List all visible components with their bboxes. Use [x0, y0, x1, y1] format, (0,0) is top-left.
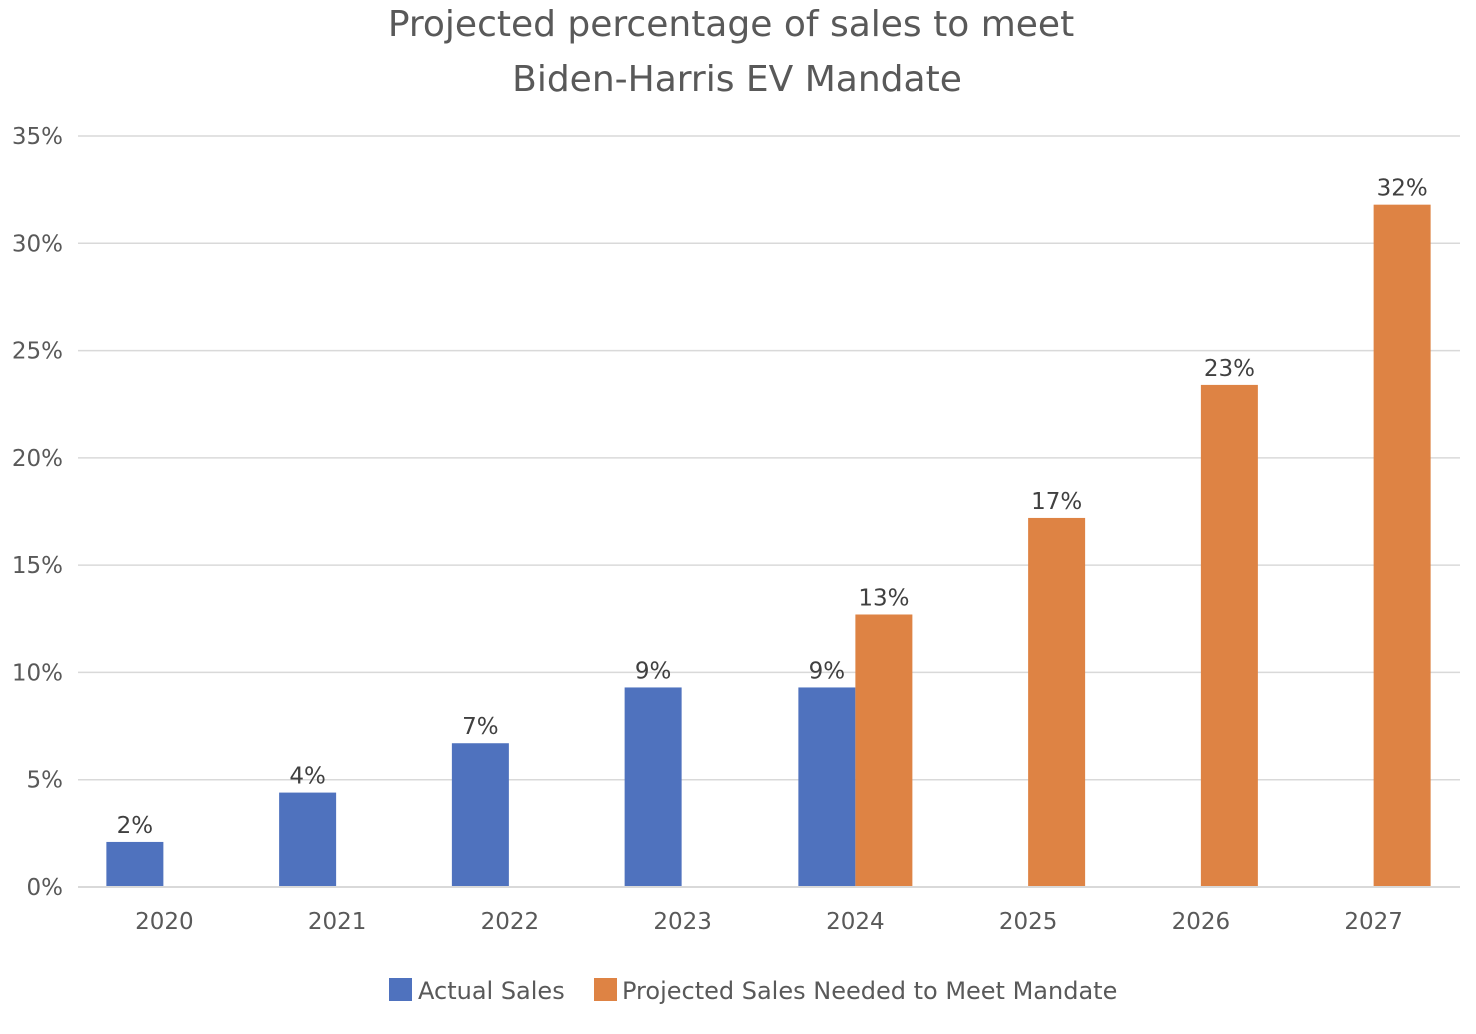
legend-label-actual: Actual Sales	[418, 977, 565, 1005]
bars	[106, 204, 1431, 888]
x-tick-label: 2022	[481, 909, 540, 935]
legend: Actual Sales Projected Sales Needed to Me…	[389, 977, 1117, 1005]
chart-title: Projected percentage of sales to meet Bi…	[388, 4, 1074, 100]
chart-title-line-2: Biden-Harris EV Mandate	[512, 59, 962, 100]
legend-swatch-actual	[389, 978, 412, 1001]
x-tick-label: 2027	[1344, 909, 1403, 935]
gridlines	[78, 135, 1460, 781]
y-tick-label: 0%	[27, 875, 64, 901]
data-label: 9%	[635, 658, 672, 684]
x-tick-label: 2026	[1172, 909, 1231, 935]
x-tick-label: 2021	[308, 909, 367, 935]
x-tick-label: 2023	[653, 909, 712, 935]
legend-label-projected: Projected Sales Needed to Meet Mandate	[622, 977, 1117, 1005]
chart-title-line-1: Projected percentage of sales to meet	[388, 4, 1074, 45]
x-tick-label: 2025	[999, 909, 1058, 935]
bar-actual-2024	[798, 687, 856, 887]
y-tick-label: 10%	[12, 660, 63, 686]
bar-actual-2022	[451, 743, 509, 887]
data-label: 13%	[858, 585, 909, 611]
data-label: 2%	[117, 813, 154, 839]
data-label: 17%	[1031, 489, 1082, 515]
data-label: 23%	[1204, 356, 1255, 382]
bar-projected-2027	[1373, 204, 1431, 888]
y-tick-label: 15%	[12, 553, 63, 579]
bar-actual-2023	[624, 687, 682, 887]
bar-projected-2025	[1028, 517, 1086, 887]
y-axis: 0% 5% 10% 15% 20% 25% 30% 35%	[12, 124, 63, 901]
y-tick-label: 30%	[12, 231, 63, 257]
y-tick-label: 35%	[12, 124, 63, 150]
bar-projected-2026	[1200, 384, 1258, 887]
data-label: 9%	[809, 658, 846, 684]
data-label: 7%	[462, 714, 499, 740]
data-label: 4%	[289, 764, 326, 790]
bar-actual-2020	[106, 841, 164, 887]
x-tick-label: 2020	[135, 909, 194, 935]
legend-swatch-projected	[594, 978, 617, 1001]
bar-projected-2024	[855, 614, 913, 887]
x-axis: 2020 2021 2022 2023 2024 2025 2026 2027	[78, 886, 1460, 935]
y-tick-label: 5%	[27, 768, 64, 794]
bar-actual-2021	[279, 792, 337, 887]
y-tick-label: 25%	[12, 339, 63, 365]
x-tick-label: 2024	[826, 909, 885, 935]
data-label: 32%	[1377, 176, 1428, 202]
y-tick-label: 20%	[12, 446, 63, 472]
data-labels: 2% 4% 7% 9% 9% 13% 17% 23% 32%	[117, 176, 1428, 839]
